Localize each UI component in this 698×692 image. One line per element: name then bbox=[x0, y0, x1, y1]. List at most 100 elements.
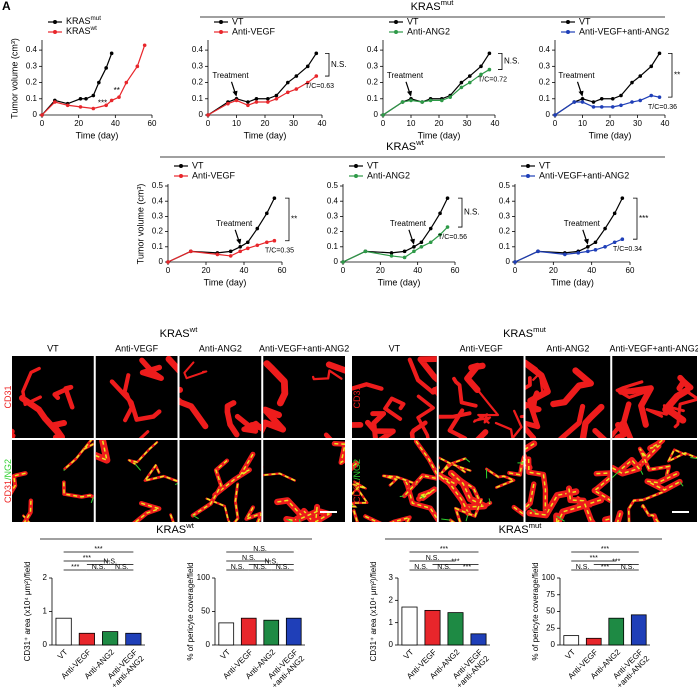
micrograph-texture bbox=[438, 455, 524, 522]
pericyte bbox=[15, 527, 25, 535]
data-point bbox=[630, 80, 634, 85]
pericyte bbox=[450, 499, 483, 522]
data-point bbox=[619, 103, 623, 108]
ratio-label: T/C=0.36 bbox=[648, 104, 677, 111]
y-tick-label: 0.2 bbox=[367, 78, 379, 87]
vessel bbox=[621, 401, 634, 438]
x-tick-label: 30 bbox=[463, 119, 472, 128]
x-tick-label: 20 bbox=[202, 266, 211, 275]
y-tick-label: 0 bbox=[159, 257, 164, 266]
data-point bbox=[228, 249, 233, 254]
data-point bbox=[109, 98, 114, 103]
y-tick-label: 0 bbox=[43, 640, 48, 649]
pericyte bbox=[647, 473, 681, 491]
micrograph-texture bbox=[438, 362, 524, 438]
pericyte bbox=[170, 545, 178, 553]
data-point bbox=[117, 95, 121, 99]
data-point bbox=[603, 245, 607, 249]
y-tick-label: 0.4 bbox=[499, 196, 511, 205]
data-point bbox=[314, 51, 319, 56]
annotation: *** bbox=[98, 98, 107, 107]
x-axis-label: Time (day) bbox=[378, 277, 421, 287]
data-point bbox=[586, 249, 590, 254]
data-point bbox=[657, 51, 662, 56]
micrograph-texture bbox=[352, 440, 437, 549]
data-point bbox=[265, 240, 269, 245]
data-point bbox=[286, 90, 290, 95]
x-tick-label: VT bbox=[564, 647, 578, 661]
data-point bbox=[238, 249, 242, 254]
group-header-base: KRAS bbox=[156, 524, 186, 536]
treatment-label: Treatment bbox=[212, 71, 249, 80]
data-point bbox=[638, 98, 643, 103]
data-point bbox=[619, 93, 623, 98]
data-line bbox=[342, 197, 449, 263]
vessel bbox=[525, 481, 537, 512]
micrograph-header-sup: wt bbox=[189, 325, 199, 334]
pericyte bbox=[241, 521, 243, 522]
significance-bracket bbox=[285, 197, 290, 242]
x-tick-label: 60 bbox=[451, 266, 460, 275]
data-point bbox=[400, 100, 405, 104]
legend-label: Anti-VEGF bbox=[192, 170, 236, 180]
panel-label: A bbox=[2, 0, 11, 13]
y-tick-label: 0.3 bbox=[499, 212, 511, 221]
y-tick-label: 0 bbox=[33, 110, 38, 119]
vessel bbox=[205, 497, 231, 522]
pericyte bbox=[629, 523, 637, 524]
micrograph bbox=[95, 440, 178, 522]
pericyte bbox=[383, 475, 417, 486]
data-point bbox=[246, 240, 250, 245]
data-point bbox=[580, 96, 585, 101]
legend-label: VT bbox=[192, 160, 204, 170]
row-label: CD31 bbox=[352, 385, 362, 408]
data-point bbox=[104, 66, 108, 70]
ratio-label: T/C=0.63 bbox=[305, 83, 334, 90]
x-tick-label: 20 bbox=[261, 119, 270, 128]
x-tick-label: 60 bbox=[148, 119, 157, 128]
y-tick-label: 0.2 bbox=[26, 78, 38, 87]
y-tick-label: 50 bbox=[546, 607, 555, 616]
y-tick-label: 0.5 bbox=[499, 181, 511, 190]
data-line bbox=[514, 197, 623, 263]
significance-bracket bbox=[668, 52, 673, 98]
pericyte bbox=[529, 490, 577, 516]
group-header-sup: wt bbox=[415, 138, 425, 147]
data-point bbox=[272, 196, 277, 200]
group-header: KRASwt bbox=[156, 521, 195, 536]
pericyte bbox=[527, 458, 547, 510]
vessel bbox=[263, 406, 287, 434]
vessel bbox=[224, 400, 240, 438]
vessel bbox=[645, 404, 685, 418]
vessel bbox=[409, 420, 428, 438]
significance-label: N.S. bbox=[437, 564, 451, 571]
data-point bbox=[206, 113, 210, 117]
x-tick-label: 20 bbox=[74, 119, 83, 128]
x-axis-label: Time (day) bbox=[244, 130, 287, 140]
data-point bbox=[591, 105, 596, 109]
legend-label: KRASmut bbox=[66, 15, 101, 26]
treatment-arrowhead bbox=[409, 238, 415, 245]
pericyte bbox=[627, 491, 663, 522]
x-tick-label: 40 bbox=[491, 119, 500, 128]
bar bbox=[218, 622, 235, 646]
group-header: KRASmut bbox=[499, 521, 543, 536]
y-tick-label: 0.3 bbox=[367, 61, 379, 70]
vessel bbox=[452, 376, 478, 408]
group-header: KRASmut bbox=[411, 0, 455, 13]
vessel bbox=[12, 471, 28, 496]
data-point bbox=[255, 226, 260, 231]
group-header-sup: mut bbox=[441, 0, 455, 7]
data-point bbox=[599, 105, 604, 109]
y-tick-label: 0 bbox=[199, 110, 204, 119]
pericyte bbox=[374, 548, 375, 549]
x-tick-label: 40 bbox=[587, 266, 596, 275]
legend-label: Anti-ANG2 bbox=[407, 26, 450, 36]
data-point bbox=[420, 100, 425, 104]
column-label: Anti-VEGF+anti-ANG2 bbox=[259, 343, 349, 353]
y-tick-label: 2 bbox=[389, 595, 394, 604]
significance-label: *** bbox=[639, 214, 648, 223]
data-point bbox=[620, 237, 625, 241]
pericyte bbox=[418, 488, 435, 500]
data-point bbox=[274, 93, 279, 98]
